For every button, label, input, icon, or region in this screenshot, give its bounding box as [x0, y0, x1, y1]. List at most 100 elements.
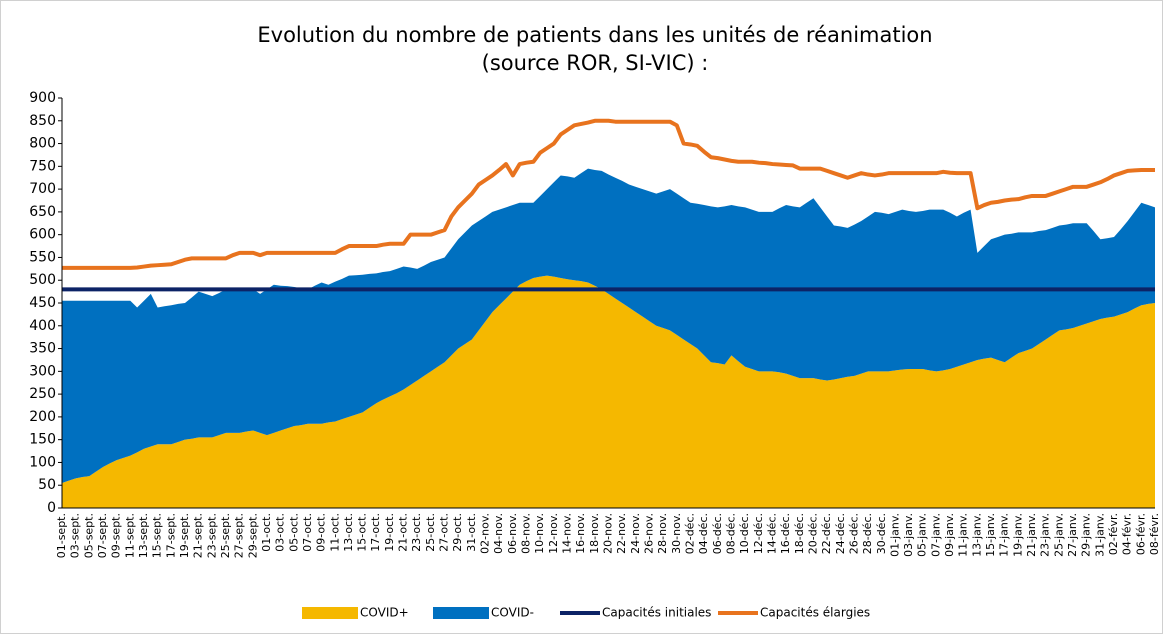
x-tick-label: 13-sept. [137, 513, 150, 558]
x-tick-label: 07-janv. [929, 513, 942, 557]
legend-swatch [433, 607, 489, 619]
x-tick-label: 07-oct. [301, 513, 314, 552]
x-tick-label: 02-nov. [479, 513, 492, 554]
chart-subtitle: (source ROR, SI-VIC) : [482, 51, 709, 75]
x-tick-label: 05-oct. [287, 513, 300, 552]
x-tick-label: 15-oct. [356, 513, 369, 552]
x-tick-label: 16-nov. [574, 513, 587, 554]
x-tick-label: 21-oct. [397, 513, 410, 552]
y-tick-label: 350 [29, 341, 56, 357]
x-tick-label: 06-nov. [506, 513, 519, 554]
x-tick-label: 09-oct. [315, 513, 328, 552]
x-tick-label: 23-janv. [1039, 513, 1052, 557]
x-tick-label: 25-sept. [219, 513, 232, 558]
x-tick-label: 31-janv. [1093, 513, 1106, 557]
x-tick-label: 19-janv. [1011, 513, 1024, 557]
x-tick-label: 03-sept. [69, 513, 82, 558]
y-tick-label: 150 [29, 432, 56, 448]
legend-swatch [302, 607, 358, 619]
x-tick-label: 01-janv. [888, 513, 901, 557]
x-tick-label: 29-oct. [451, 513, 464, 552]
y-tick-label: 250 [29, 386, 56, 402]
chart-title: Evolution du nombre de patients dans les… [257, 23, 932, 47]
x-tick-label: 10-nov. [533, 513, 546, 554]
x-tick-label: 31-oct. [465, 513, 478, 552]
x-tick-label: 05-sept. [82, 513, 95, 558]
y-tick-label: 0 [47, 500, 56, 516]
y-tick-label: 50 [38, 477, 56, 493]
y-tick-label: 650 [29, 204, 56, 220]
x-tick-label: 17-oct. [369, 513, 382, 552]
x-tick-label: 09-janv. [943, 513, 956, 557]
x-tick-label: 05-janv. [916, 513, 929, 557]
x-tick-label: 27-janv. [1066, 513, 1079, 557]
line [62, 118, 1155, 270]
y-tick-label: 900 [29, 90, 56, 106]
x-tick-label: 04-déc. [697, 513, 710, 554]
x-tick-label: 12-nov. [547, 513, 560, 554]
y-tick-label: 400 [29, 318, 56, 334]
x-tick-label: 16-déc. [779, 513, 792, 554]
x-tick-label: 28-nov. [656, 513, 669, 554]
x-tick-label: 02-déc. [683, 513, 696, 554]
x-tick-label: 09-sept. [110, 513, 123, 558]
x-tick-label: 29-janv. [1080, 513, 1093, 557]
x-tick-label: 11-janv. [957, 513, 970, 557]
legend-label: COVID+ [360, 606, 409, 620]
x-tick-label: 10-déc. [738, 513, 751, 554]
x-tick-label: 19-oct. [383, 513, 396, 552]
x-tick-label: 03-janv. [902, 513, 915, 557]
y-tick-label: 700 [29, 181, 56, 197]
x-tick-label: 06-déc. [711, 513, 724, 554]
x-tick-label: 08-févr. [1148, 513, 1161, 555]
x-tick-label: 17-sept. [164, 513, 177, 558]
y-tick-label: 600 [29, 227, 56, 243]
x-tick-label: 12-déc. [752, 513, 765, 554]
x-tick-label: 30-nov. [670, 513, 683, 554]
x-tick-label: 21-sept. [192, 513, 205, 558]
x-tick-label: 20-déc. [806, 513, 819, 554]
y-tick-label: 450 [29, 295, 56, 311]
y-tick-label: 800 [29, 136, 56, 152]
x-tick-label: 08-nov. [520, 513, 533, 554]
legend-label: Capacités initiales [602, 606, 711, 620]
x-tick-label: 26-nov. [642, 513, 655, 554]
x-tick-label: 07-sept. [96, 513, 109, 558]
y-tick-label: 550 [29, 249, 56, 265]
x-tick-label: 20-nov. [602, 513, 615, 554]
x-tick-label: 13-oct. [342, 513, 355, 552]
x-tick-label: 25-janv. [1052, 513, 1065, 557]
y-tick-label: 750 [29, 158, 56, 174]
x-tick-label: 11-oct. [328, 513, 341, 552]
x-tick-label: 17-janv. [998, 513, 1011, 557]
x-tick-label: 23-sept. [205, 513, 218, 558]
x-tick-label: 22-nov. [615, 513, 628, 554]
x-tick-label: 24-déc. [834, 513, 847, 554]
x-tick-label: 24-nov. [629, 513, 642, 554]
y-tick-label: 200 [29, 409, 56, 425]
area [62, 168, 1155, 483]
x-tick-label: 18-nov. [588, 513, 601, 554]
x-tick-label: 29-sept. [246, 513, 259, 558]
x-tick-label: 25-oct. [424, 513, 437, 552]
x-tick-label: 19-sept. [178, 513, 191, 558]
x-tick-label: 08-déc. [724, 513, 737, 554]
x-tick-label: 15-sept. [151, 513, 164, 558]
x-tick-label: 03-oct. [274, 513, 287, 552]
x-tick-label: 04-nov. [492, 513, 505, 554]
x-tick-label: 13-janv. [970, 513, 983, 557]
legend-label: Capacités élargies [760, 606, 870, 620]
x-tick-label: 21-janv. [1025, 513, 1038, 557]
x-tick-label: 01-oct. [260, 513, 273, 552]
legend-label: COVID- [491, 606, 534, 620]
y-tick-label: 100 [29, 454, 56, 470]
y-tick-label: 300 [29, 363, 56, 379]
x-tick-label: 30-déc. [875, 513, 888, 554]
x-tick-label: 04-févr. [1121, 513, 1134, 555]
x-tick-label: 14-déc. [765, 513, 778, 554]
y-tick-label: 850 [29, 113, 56, 129]
x-tick-label: 23-oct. [410, 513, 423, 552]
x-tick-label: 11-sept. [123, 513, 136, 558]
